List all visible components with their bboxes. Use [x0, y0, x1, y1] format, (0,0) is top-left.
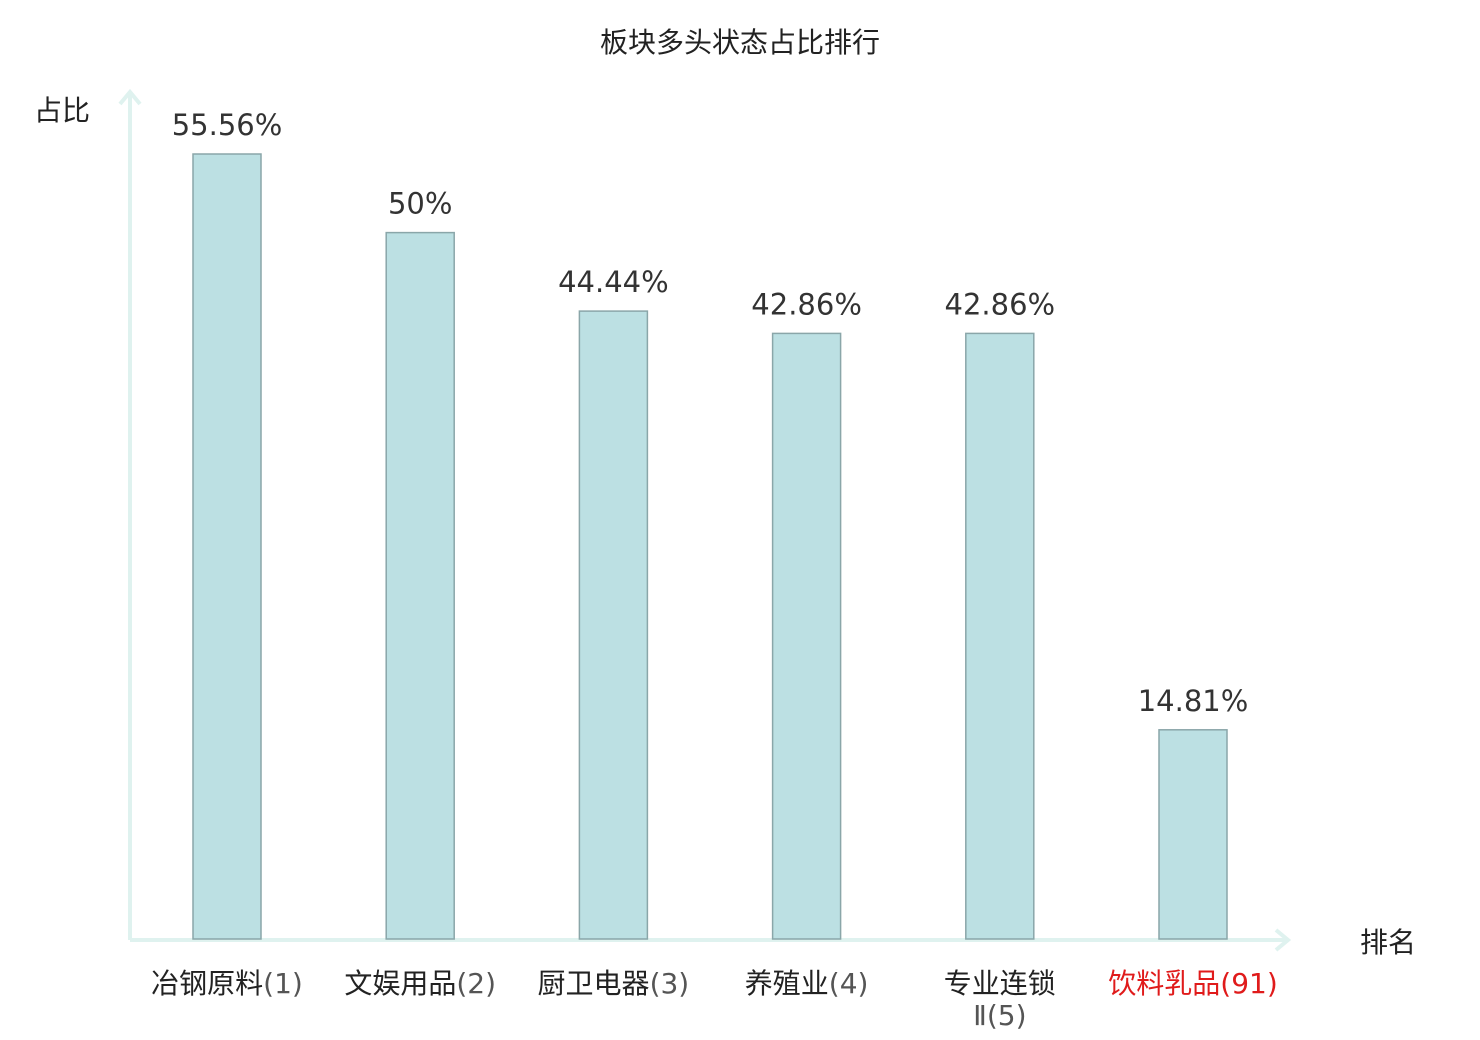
- bar: [385, 231, 455, 940]
- x-axis-title: 排名: [1360, 926, 1416, 959]
- bar-value-label: 14.81%: [1138, 684, 1249, 718]
- bar-value-label: 42.86%: [751, 287, 862, 321]
- bar: [192, 153, 262, 940]
- chart-title: 板块多头状态占比排行: [600, 26, 880, 59]
- bar: [578, 310, 649, 940]
- bar: [771, 332, 842, 940]
- bar-value-label: 50%: [388, 187, 452, 221]
- x-tick-label: 冶钢原料(1): [151, 967, 303, 1000]
- bar: [1158, 729, 1228, 940]
- x-tick-label: 饮料乳品(91): [1108, 967, 1278, 1000]
- bar: [965, 332, 1035, 940]
- y-axis-arrow: [118, 88, 142, 106]
- value-labels-group: 55.56% 50% 44.44% 42.86% 42.86% 14.81%: [172, 108, 1249, 718]
- y-axis-title: 占比: [34, 94, 90, 127]
- x-tick-label: 文娱用品(2): [344, 967, 496, 1000]
- x-tick-label: 厨卫电器(3): [538, 967, 690, 1000]
- bar-value-label: 44.44%: [558, 265, 669, 299]
- x-axis-arrow: [1274, 928, 1292, 952]
- bar-value-label: 42.86%: [945, 287, 1056, 321]
- x-tick-label-line2: Ⅱ(5): [973, 999, 1026, 1032]
- x-tick-label: 专业连锁: [944, 967, 1056, 1000]
- x-tick-label: 养殖业(4): [745, 967, 869, 1000]
- bars-group: [192, 153, 1228, 940]
- bar-value-label: 55.56%: [172, 108, 283, 142]
